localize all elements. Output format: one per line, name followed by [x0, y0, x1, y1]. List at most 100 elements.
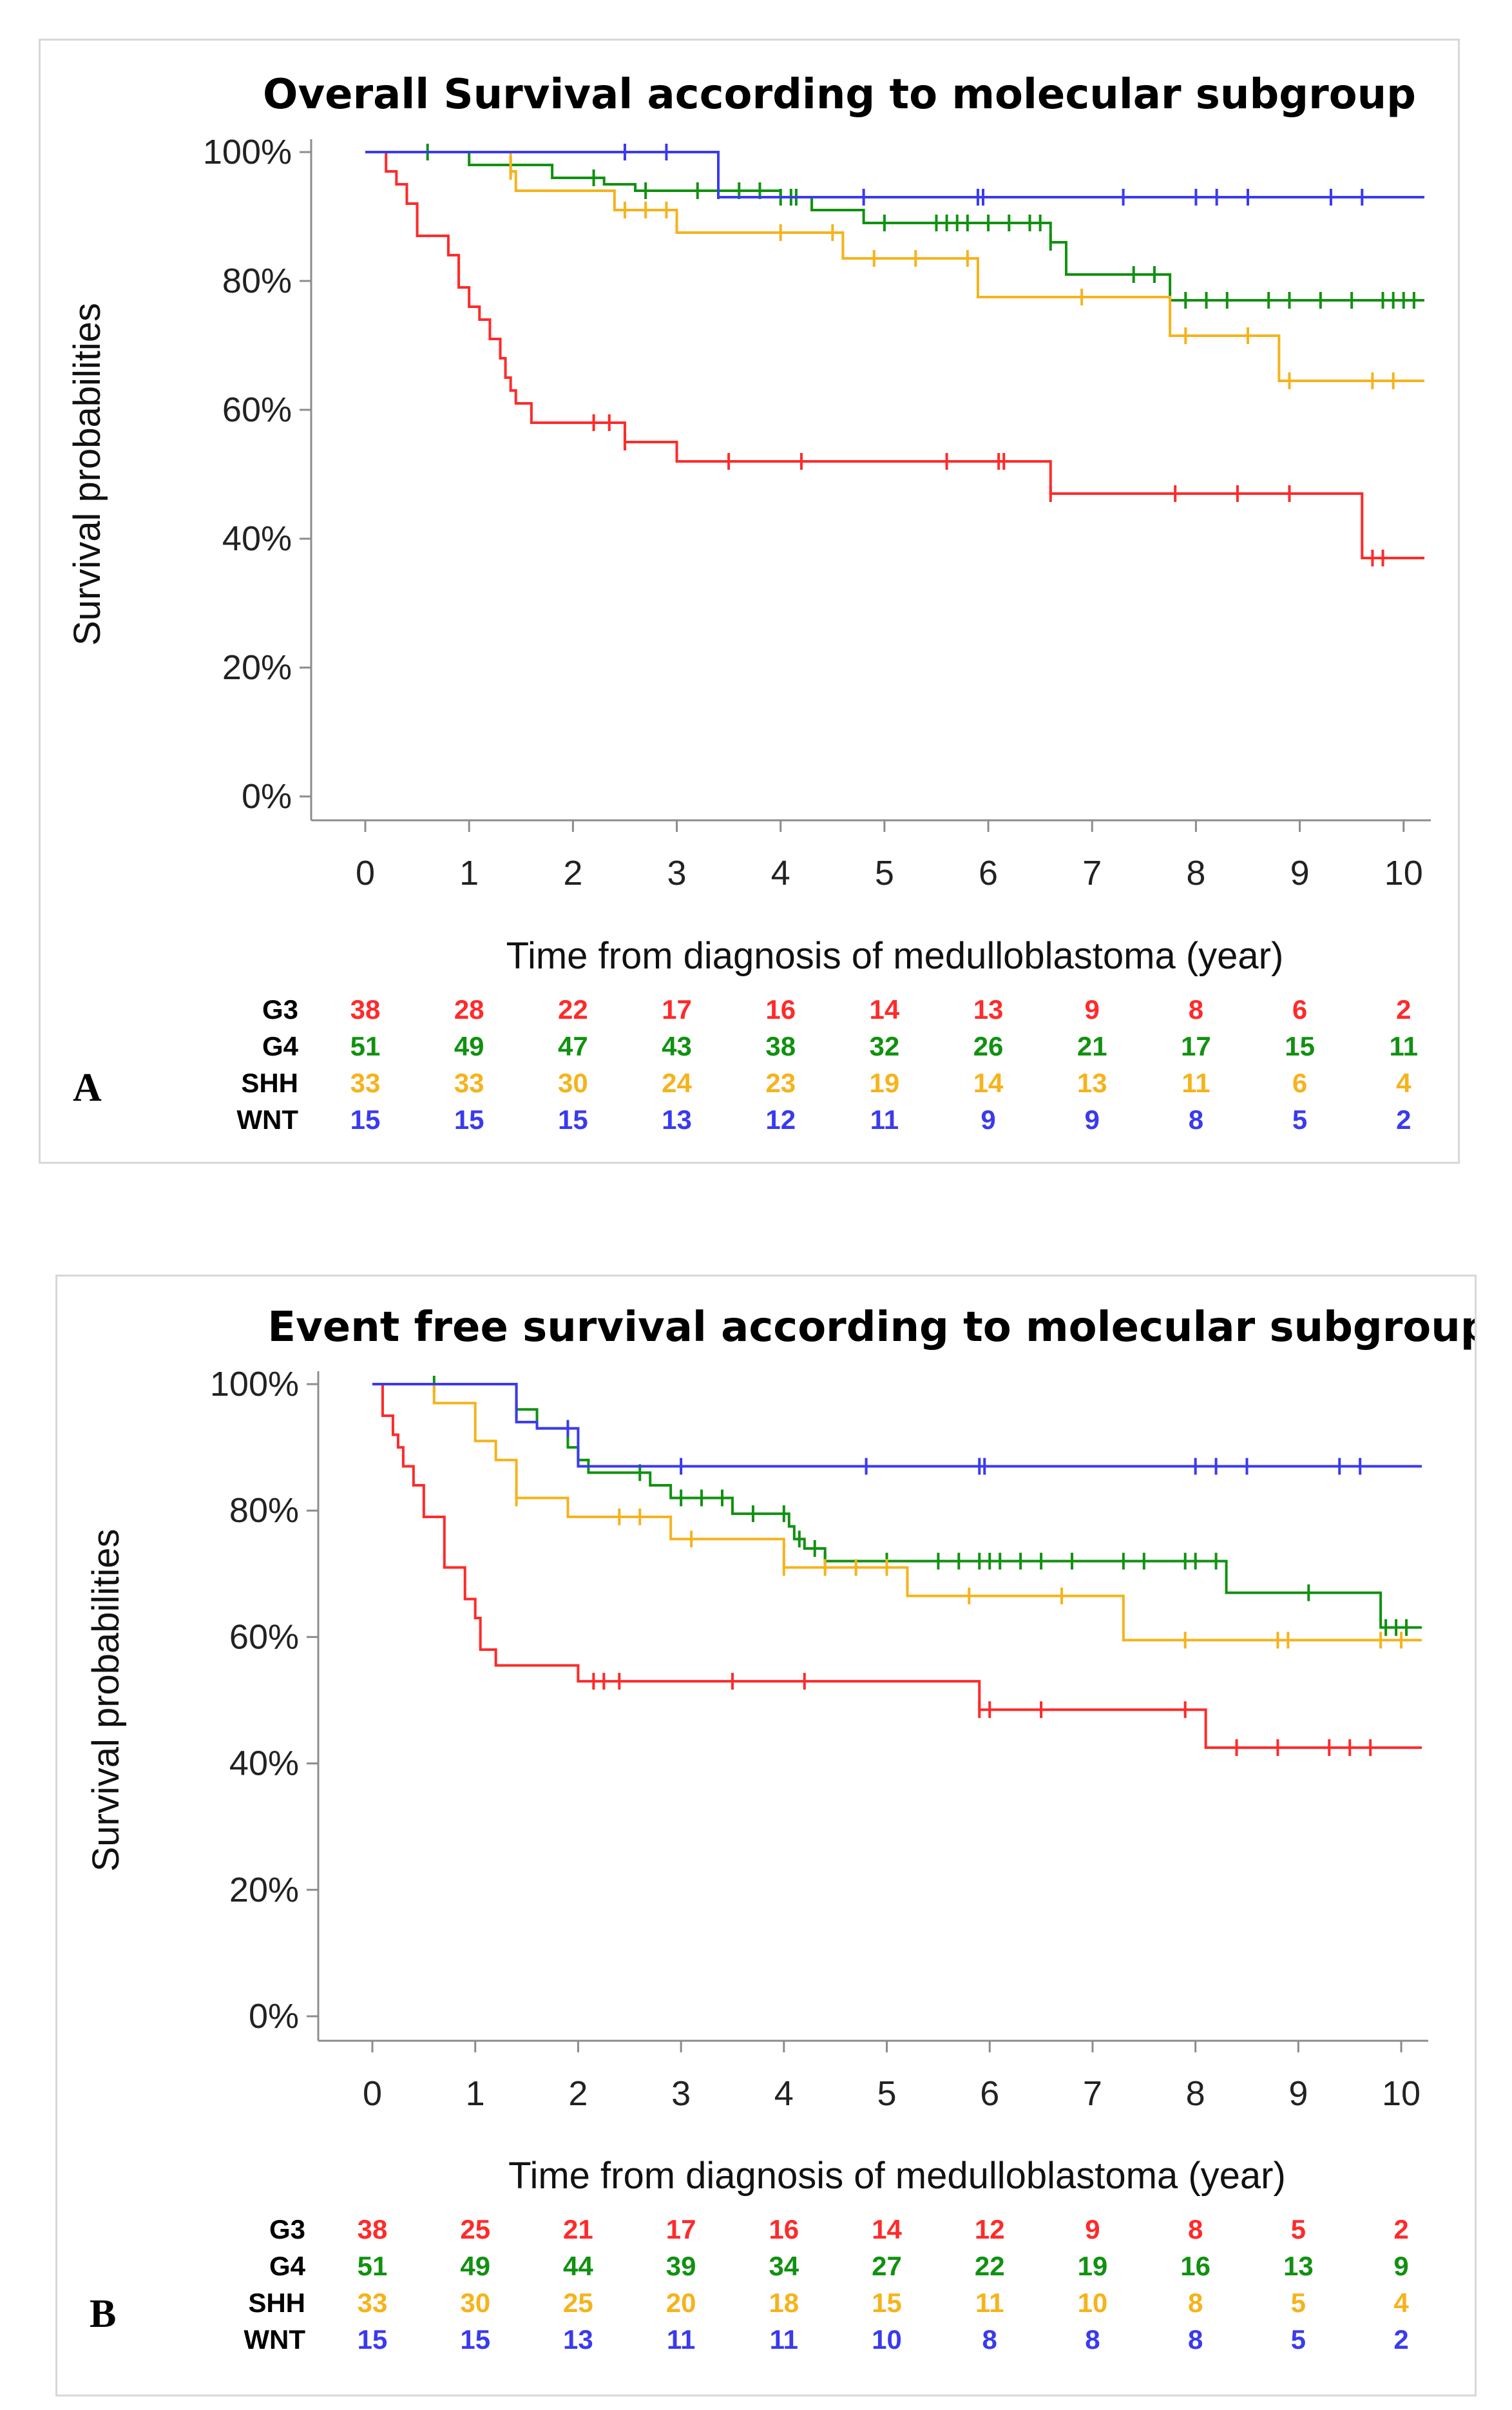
y-axis-label: Survival probabilities	[85, 1529, 127, 1872]
risk-count: 11	[770, 2324, 798, 2355]
risk-count: 17	[662, 994, 692, 1025]
x-axis-label: Time from diagnosis of medulloblastoma (…	[508, 2155, 1286, 2197]
chart-title: Event free survival according to molecul…	[267, 1304, 1475, 1351]
x-tick-label: 4	[774, 2074, 794, 2113]
risk-count: 11	[667, 2324, 695, 2355]
risk-count: 22	[558, 994, 588, 1025]
risk-count: 2	[1393, 2324, 1408, 2355]
risk-count: 16	[1180, 2251, 1211, 2281]
panel-b: Event free survival according to molecul…	[55, 1275, 1477, 2396]
x-tick-label: 8	[1186, 2074, 1205, 2113]
y-tick-label: 80%	[229, 1491, 299, 1530]
risk-count: 21	[563, 2214, 593, 2244]
risk-count: 51	[350, 1031, 381, 1061]
x-tick-label: 4	[771, 854, 790, 892]
risk-count: 23	[765, 1068, 796, 1098]
risk-count: 2	[1396, 1104, 1411, 1135]
risk-count: 18	[769, 2288, 799, 2318]
x-tick-label: 9	[1290, 854, 1310, 892]
risk-count: 34	[769, 2251, 799, 2281]
x-axis-label: Time from diagnosis of medulloblastoma (…	[506, 935, 1284, 977]
x-tick-label: 3	[671, 2074, 691, 2113]
x-tick-label: 10	[1382, 2074, 1421, 2113]
risk-count: 11	[975, 2288, 1004, 2318]
y-tick-label: 20%	[229, 1871, 299, 1909]
series-wnt	[365, 144, 1424, 206]
risk-count: 19	[1078, 2251, 1108, 2281]
series-wnt	[372, 1383, 1422, 1475]
risk-count: 8	[1188, 2324, 1203, 2355]
x-tick-label: 2	[563, 854, 582, 892]
x-tick-label: 2	[568, 2074, 588, 2113]
risk-row-label: SHH	[248, 2288, 305, 2318]
survival-curve-g4	[365, 151, 1424, 302]
survival-curve-shh	[372, 1383, 1422, 1642]
risk-count: 15	[872, 2288, 902, 2318]
x-tick-label: 7	[1083, 2074, 1102, 2113]
risk-count: 2	[1396, 994, 1411, 1025]
risk-count: 16	[765, 994, 796, 1025]
x-tick-label: 1	[466, 2074, 485, 2113]
risk-count: 38	[358, 2214, 388, 2244]
risk-count: 8	[982, 2324, 997, 2355]
survival-curve-wnt	[372, 1383, 1422, 1468]
risk-count: 2	[1393, 2214, 1408, 2244]
risk-row-label: SHH	[241, 1068, 298, 1098]
risk-count: 13	[1077, 1068, 1107, 1098]
risk-count: 9	[1085, 2214, 1100, 2244]
risk-count: 33	[454, 1068, 484, 1098]
x-tick-label: 5	[875, 854, 894, 892]
risk-count: 47	[558, 1031, 588, 1061]
series-shh	[365, 151, 1424, 389]
risk-count: 33	[350, 1068, 381, 1098]
risk-count: 11	[870, 1104, 899, 1135]
survival-curve-wnt	[365, 151, 1424, 198]
risk-count: 13	[973, 994, 1004, 1025]
y-axis-label: Survival probabilities	[66, 303, 108, 646]
risk-count: 17	[666, 2214, 696, 2244]
x-tick-label: 6	[980, 2074, 999, 2113]
risk-count: 8	[1189, 994, 1203, 1025]
risk-count: 13	[662, 1104, 692, 1135]
risk-count: 5	[1291, 2214, 1306, 2244]
risk-row-label: G3	[269, 2214, 305, 2244]
risk-row-label: WNT	[244, 2324, 305, 2355]
risk-count: 32	[870, 1031, 900, 1061]
series-g3	[365, 151, 1424, 566]
risk-count: 15	[1285, 1031, 1315, 1061]
x-tick-label: 7	[1082, 854, 1102, 892]
x-tick-label: 0	[363, 2074, 382, 2113]
x-tick-label: 9	[1288, 2074, 1308, 2113]
risk-count: 24	[662, 1068, 692, 1098]
risk-count: 14	[872, 2214, 902, 2244]
risk-count: 22	[975, 2251, 1005, 2281]
survival-curve-g3	[365, 151, 1424, 559]
risk-row-label: G4	[262, 1031, 299, 1061]
series-g3	[372, 1383, 1422, 1757]
risk-count: 5	[1291, 2324, 1306, 2355]
risk-row-label: G4	[269, 2251, 306, 2281]
series-g4	[365, 144, 1424, 309]
risk-count: 10	[1078, 2288, 1108, 2318]
risk-count: 4	[1396, 1068, 1412, 1098]
y-tick-label: 80%	[222, 262, 292, 300]
risk-count: 33	[358, 2288, 388, 2318]
y-tick-label: 0%	[249, 1997, 299, 2036]
risk-count: 9	[1393, 2251, 1408, 2281]
risk-count: 8	[1085, 2324, 1100, 2355]
risk-count: 25	[563, 2288, 593, 2318]
panel-label: A	[73, 1066, 102, 1110]
panel-a: Overall Survival according to molecular …	[39, 39, 1460, 1164]
risk-count: 15	[350, 1104, 381, 1135]
risk-count: 38	[765, 1031, 796, 1061]
risk-count: 12	[975, 2214, 1005, 2244]
panel-label: B	[90, 2292, 116, 2336]
risk-count: 44	[563, 2251, 593, 2281]
y-tick-label: 100%	[203, 133, 292, 171]
series-g4	[372, 1376, 1422, 1636]
risk-row-label: G3	[262, 994, 298, 1025]
y-tick-label: 60%	[229, 1617, 299, 1656]
risk-count: 5	[1291, 2288, 1306, 2318]
survival-curve-g3	[372, 1383, 1422, 1750]
risk-count: 30	[558, 1068, 588, 1098]
